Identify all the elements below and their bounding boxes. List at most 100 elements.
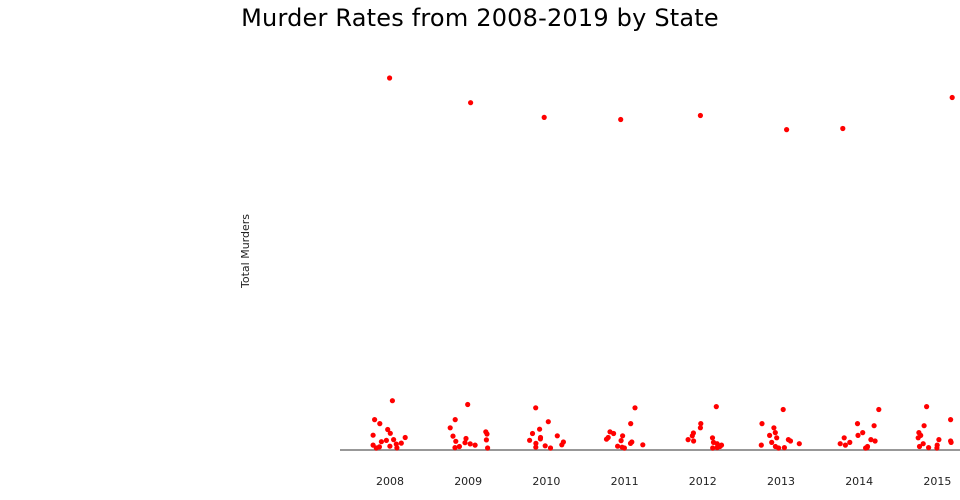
- data-point: [485, 445, 491, 451]
- data-point: [871, 423, 877, 429]
- data-point: [837, 441, 843, 447]
- data-point: [771, 425, 777, 431]
- data-point: [527, 437, 533, 443]
- data-point: [615, 443, 621, 449]
- data-point: [759, 421, 765, 427]
- data-point: [387, 443, 393, 449]
- data-point: [713, 404, 719, 410]
- data-point: [698, 421, 704, 427]
- data-point: [628, 421, 634, 427]
- data-point: [776, 445, 782, 451]
- x-tick-label: 2011: [611, 475, 639, 488]
- data-point: [533, 405, 539, 411]
- data-point: [847, 439, 853, 445]
- data-point: [691, 438, 697, 444]
- data-point: [378, 439, 384, 445]
- data-point: [841, 435, 847, 441]
- data-point: [640, 442, 646, 448]
- data-point: [545, 419, 551, 425]
- data-point: [620, 433, 626, 439]
- data-point: [876, 406, 882, 413]
- data-point: [398, 440, 404, 446]
- data-point: [621, 445, 628, 451]
- data-point: [452, 445, 458, 451]
- data-point: [627, 440, 634, 446]
- data-point: [854, 421, 861, 427]
- data-point: [462, 440, 468, 446]
- data-point: [926, 445, 932, 451]
- data-point: [767, 432, 773, 438]
- data-point: [781, 445, 788, 451]
- x-tick-label: 2012: [689, 475, 717, 488]
- x-tick-label: 2014: [845, 475, 873, 488]
- data-point: [863, 445, 869, 451]
- chart-title: Murder Rates from 2008-2019 by State: [241, 4, 719, 32]
- data-point: [385, 426, 391, 433]
- data-point: [533, 440, 539, 446]
- x-tick-label: 2008: [376, 475, 404, 488]
- data-point: [936, 437, 942, 443]
- data-point: [533, 444, 539, 450]
- data-point: [541, 114, 547, 120]
- x-tick-label: 2009: [454, 475, 482, 488]
- data-point: [387, 75, 393, 81]
- data-point: [537, 426, 543, 432]
- data-point: [948, 439, 954, 445]
- data-point: [860, 430, 866, 436]
- data-point: [387, 430, 393, 436]
- data-point: [924, 404, 930, 410]
- data-point: [758, 442, 764, 448]
- data-point: [618, 116, 624, 123]
- data-point: [769, 439, 775, 445]
- data-point: [452, 417, 458, 423]
- data-point: [372, 417, 378, 423]
- data-point: [383, 437, 389, 443]
- data-point: [394, 445, 400, 451]
- data-point: [714, 445, 720, 451]
- data-point: [916, 443, 923, 450]
- data-point: [547, 445, 554, 451]
- data-point: [611, 430, 617, 437]
- data-point: [872, 438, 878, 444]
- data-point: [447, 425, 453, 431]
- data-point: [697, 112, 704, 119]
- data-point: [484, 431, 490, 437]
- data-point: [920, 441, 926, 447]
- data-point: [483, 437, 489, 443]
- data-point: [559, 442, 565, 448]
- data-point: [842, 442, 849, 448]
- data-point: [948, 417, 954, 423]
- data-point: [402, 434, 408, 441]
- data-point: [710, 445, 716, 451]
- data-point: [463, 435, 469, 442]
- data-point: [915, 435, 921, 441]
- data-point: [453, 438, 459, 444]
- data-point: [840, 125, 846, 132]
- data-point: [377, 421, 383, 427]
- data-point: [468, 100, 474, 106]
- data-point: [787, 438, 794, 444]
- data-point: [868, 437, 874, 443]
- data-point: [855, 432, 861, 438]
- data-point: [618, 438, 624, 444]
- data-point: [391, 437, 397, 443]
- x-tick-label: 2010: [532, 475, 560, 488]
- data-point: [537, 436, 544, 442]
- data-point: [685, 437, 691, 443]
- x-tick-label: 2015: [923, 475, 951, 488]
- data-point: [796, 441, 802, 447]
- x-axis-ticks: 2008 2009 2010 2011 2012 2013 2014 2015: [376, 475, 951, 488]
- data-point: [934, 445, 940, 451]
- data-point: [709, 435, 716, 441]
- data-point: [772, 430, 778, 436]
- data-point: [456, 443, 462, 450]
- data-point: [389, 398, 395, 404]
- data-point: [467, 441, 473, 447]
- data-point: [542, 443, 548, 449]
- data-point: [465, 401, 471, 408]
- y-axis-label: Total Murders: [239, 214, 252, 289]
- data-point: [632, 405, 638, 411]
- data-point: [603, 436, 610, 442]
- data-point: [554, 433, 560, 439]
